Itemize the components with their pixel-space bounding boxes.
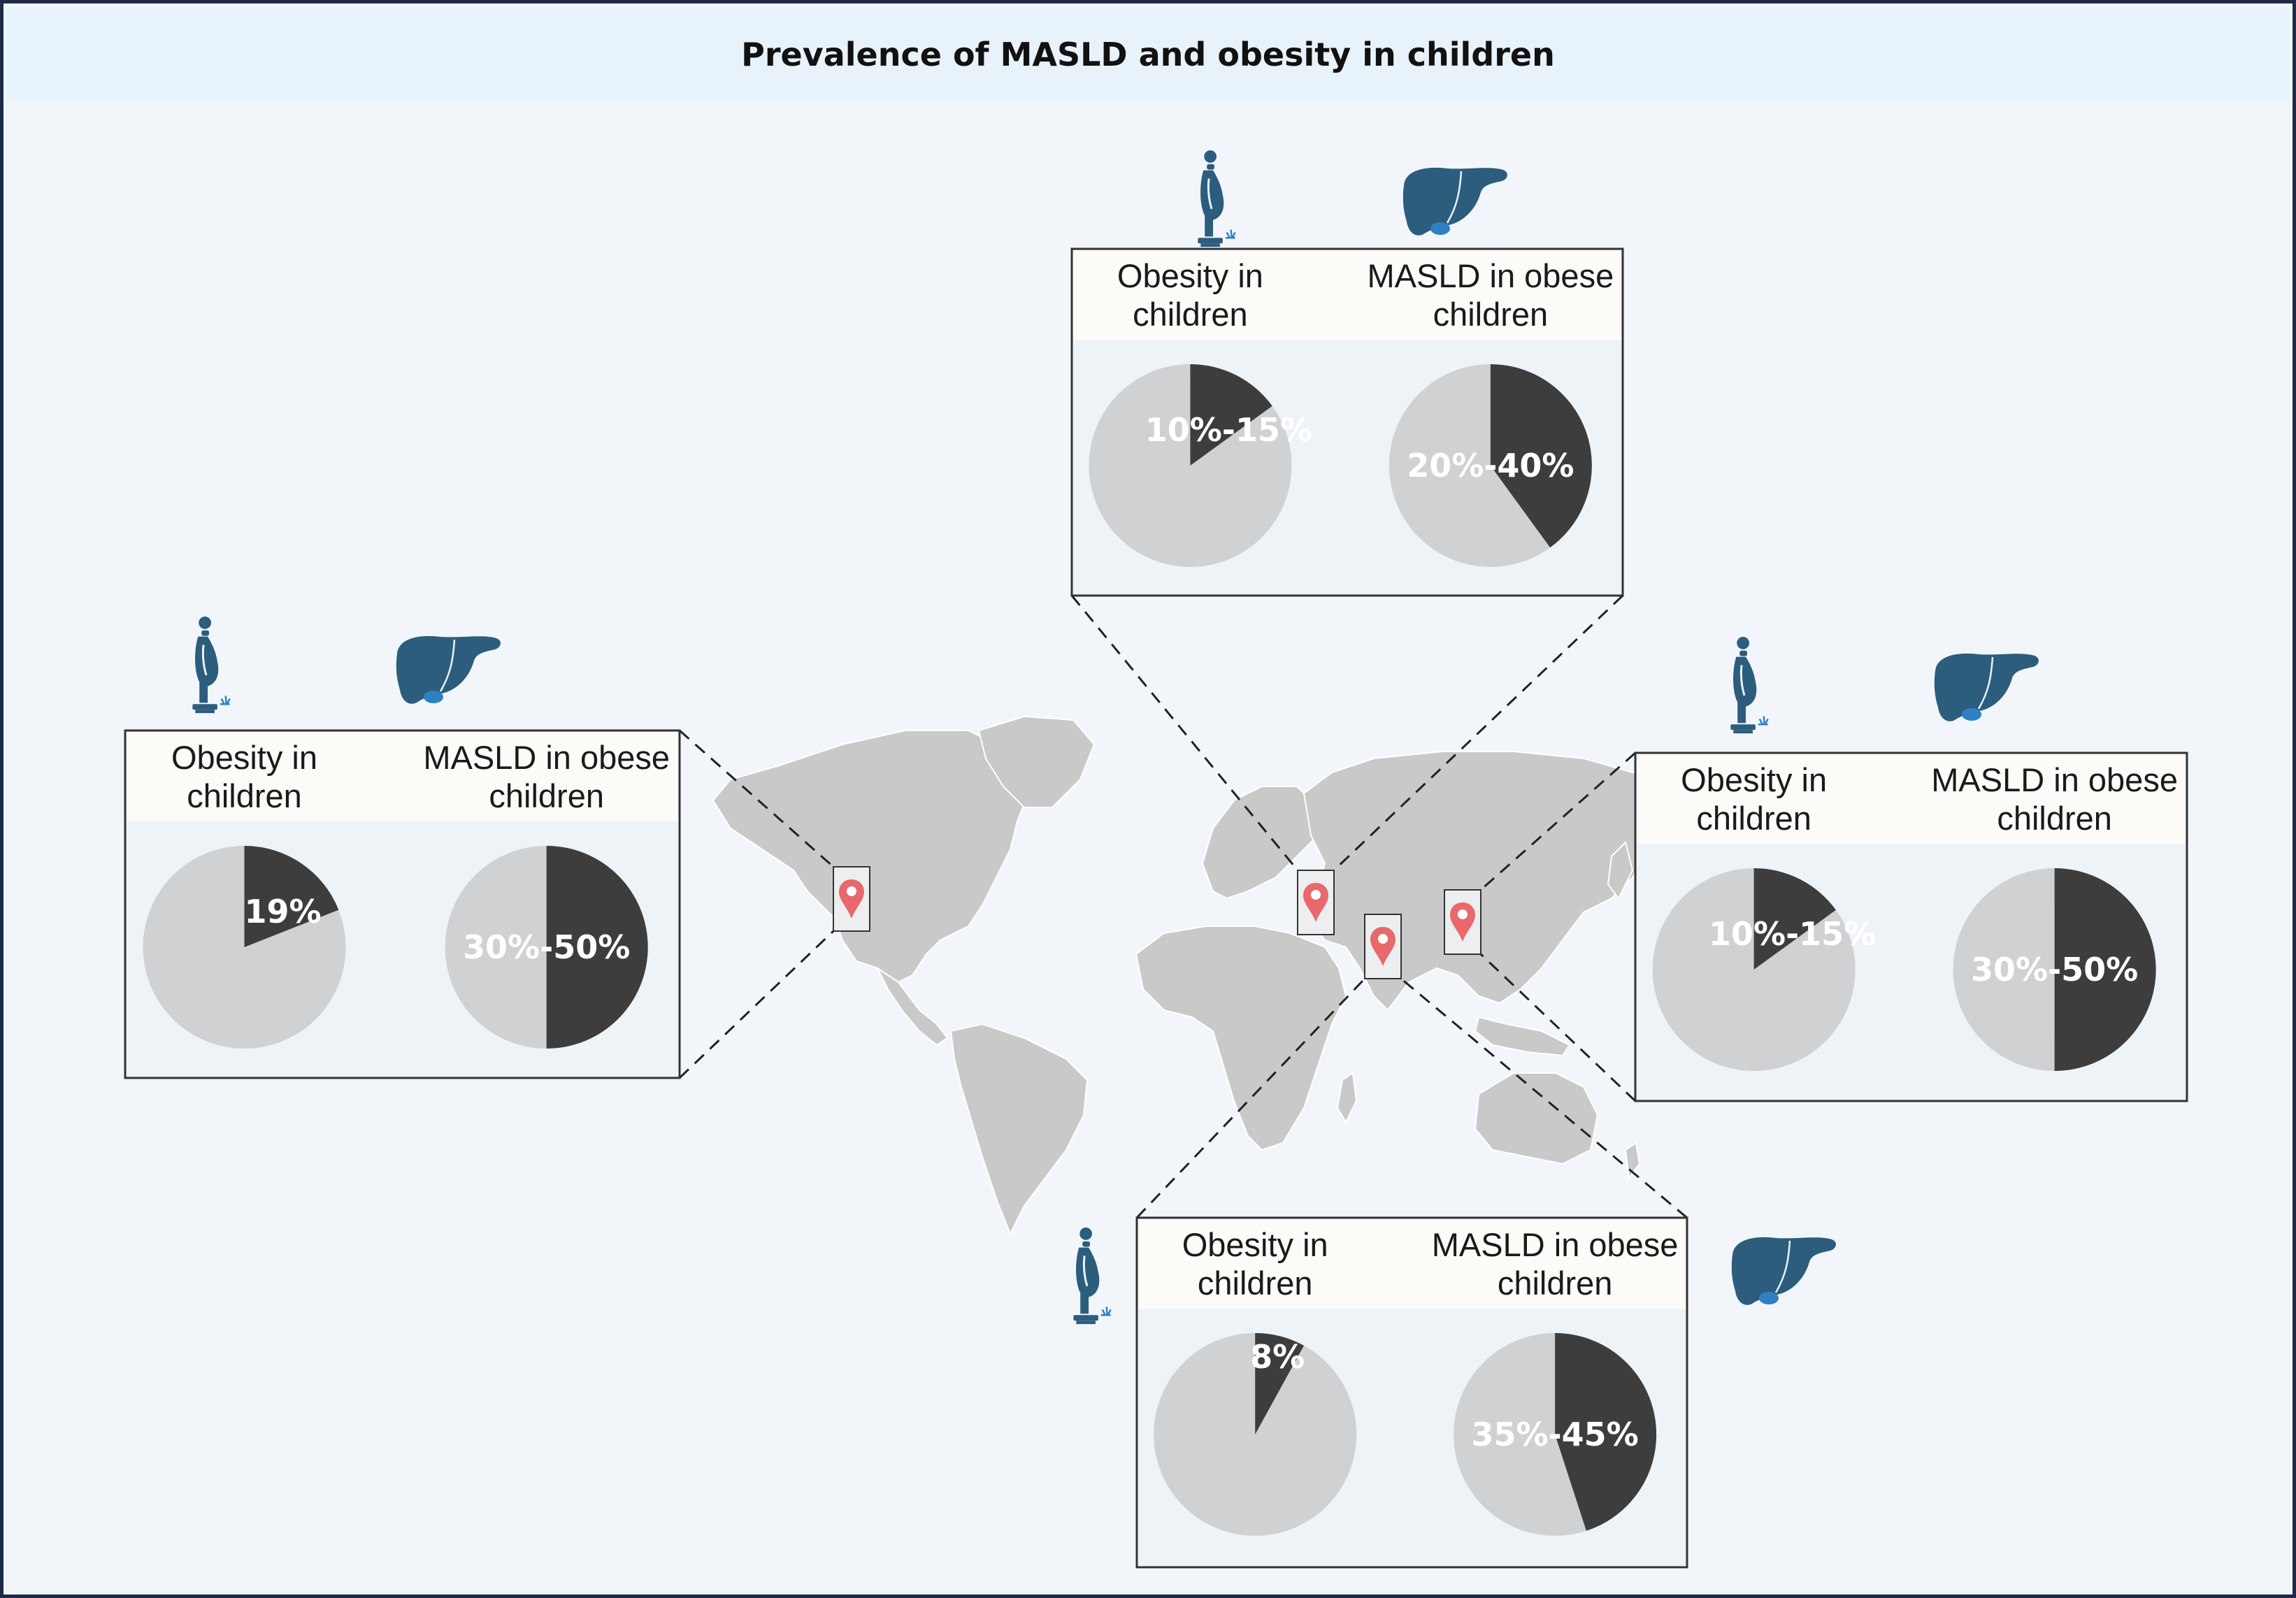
- masld-header-line-1: MASLD in obese: [1432, 1226, 1679, 1263]
- masld-header-line-1: MASLD in obese: [1368, 257, 1614, 294]
- person-on-scale-icon: [1196, 150, 1237, 248]
- pie-slice-value: [244, 846, 339, 947]
- person-on-scale-icon: [1729, 636, 1770, 735]
- world-map: [712, 715, 1683, 1236]
- masld-header-line-2: children: [1498, 1265, 1613, 1302]
- liver-icon: [1402, 166, 1509, 237]
- connector-line: [1479, 953, 1637, 1102]
- location-marker-east-asia: [1444, 889, 1481, 955]
- connector-line: [1135, 977, 1366, 1219]
- obesity-header-line-2: children: [1133, 296, 1248, 333]
- panel-header: [1138, 1219, 1686, 1309]
- obesity-header-line-1: Obesity in: [1117, 257, 1263, 294]
- pie-label: 10%-15%: [1145, 411, 1312, 449]
- location-marker-north-america: [833, 866, 870, 932]
- connector-line: [1333, 594, 1624, 872]
- panel-header: [127, 732, 678, 821]
- connector-line: [678, 930, 835, 1079]
- pie-slice-value: [1753, 868, 1836, 970]
- masld-header-line-1: MASLD in obese: [1931, 761, 2178, 798]
- map-southeast-asia-islands: [1474, 1016, 1571, 1057]
- connector-line: [1480, 751, 1636, 891]
- connector-lines: [678, 594, 1688, 1219]
- obesity-header-line-1: Obesity in: [1681, 761, 1827, 798]
- liver-icon: [395, 635, 502, 705]
- pie-label: 10%-15%: [1709, 915, 1876, 953]
- pie-slice-value: [1190, 364, 1272, 466]
- title-band: Prevalence of MASLD and obesity in child…: [7, 7, 2289, 101]
- map-south-america: [949, 1023, 1089, 1236]
- map-greenland: [977, 715, 1096, 808]
- liver-icon: [1933, 652, 2040, 723]
- map-japan: [1607, 841, 1634, 900]
- pie-slice-value: [1255, 1333, 1305, 1434]
- map-new-zealand: [1624, 1142, 1641, 1180]
- masld-header-line-2: children: [489, 777, 604, 814]
- map-madagascar: [1336, 1072, 1358, 1124]
- obesity-header-line-1: Obesity in: [171, 739, 317, 776]
- figure-title: Prevalence of MASLD and obesity in child…: [741, 35, 1555, 73]
- panel-header: [1073, 250, 1621, 340]
- map-central-america: [875, 966, 949, 1046]
- pie-label: 20%-40%: [1407, 447, 1574, 484]
- masld-header-line-2: children: [1997, 800, 2112, 837]
- pie-slice-value: [1555, 1333, 1657, 1531]
- panel-header: [1637, 754, 2186, 844]
- pie-slice-value: [2054, 868, 2156, 1071]
- obesity-header-line-1: Obesity in: [1182, 1226, 1328, 1263]
- pie-slice-value: [546, 846, 648, 1049]
- liver-icon: [1730, 1236, 1837, 1307]
- masld-header-line-1: MASLD in obese: [423, 739, 670, 776]
- pie-label: 19%: [244, 893, 321, 930]
- obesity-header-line-2: children: [187, 777, 302, 814]
- person-on-scale-icon: [191, 616, 231, 714]
- location-marker-south-asia: [1364, 914, 1402, 979]
- pie-slice-value: [1490, 364, 1592, 548]
- map-africa: [1135, 926, 1347, 1151]
- location-marker-middle-east: [1297, 870, 1335, 935]
- pie-label: 8%: [1250, 1338, 1305, 1376]
- map-australia: [1474, 1072, 1599, 1165]
- obesity-header-line-2: children: [1696, 800, 1811, 837]
- pie-label: 30%-50%: [463, 928, 630, 966]
- map-north-america: [712, 730, 1033, 984]
- masld-header-line-2: children: [1433, 296, 1549, 333]
- obesity-header-line-2: children: [1198, 1265, 1313, 1302]
- connector-line: [1070, 595, 1299, 871]
- pie-label: 30%-50%: [1971, 951, 2138, 988]
- connector-line: [679, 729, 834, 868]
- pie-label: 35%-45%: [1471, 1416, 1638, 1453]
- person-on-scale-icon: [1072, 1227, 1112, 1325]
